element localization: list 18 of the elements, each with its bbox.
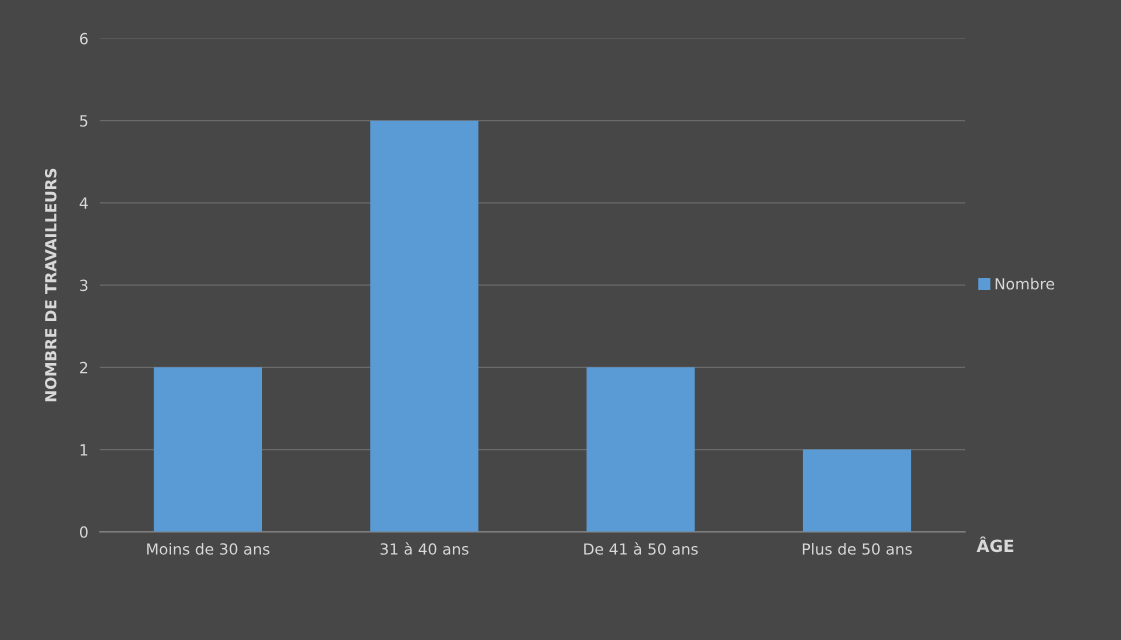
x-tick-label: De 41 à 50 ans bbox=[584, 542, 698, 555]
bar bbox=[586, 367, 695, 532]
x-tick-label: Moins de 30 ans bbox=[147, 542, 270, 555]
x-axis-title: ÂGE bbox=[976, 536, 1014, 553]
bar bbox=[802, 449, 912, 532]
y-axis-title: NOMBRE DE TRAVAILLEURS bbox=[44, 168, 57, 402]
bar bbox=[370, 120, 479, 532]
y-tick-label: 1 bbox=[80, 444, 88, 456]
bar bbox=[153, 367, 263, 532]
y-tick-label: 3 bbox=[80, 279, 88, 292]
y-tick-label: 2 bbox=[80, 361, 88, 374]
y-tick-label: 5 bbox=[80, 115, 88, 127]
y-tick-label: 6 bbox=[80, 32, 88, 45]
y-tick-label: 4 bbox=[79, 197, 88, 209]
x-tick-label: Plus de 50 ans bbox=[802, 542, 912, 555]
y-tick-label: 0 bbox=[79, 526, 88, 538]
x-tick-label: 31 à 40 ans bbox=[380, 542, 469, 555]
legend-label: Nombre bbox=[995, 277, 1055, 290]
